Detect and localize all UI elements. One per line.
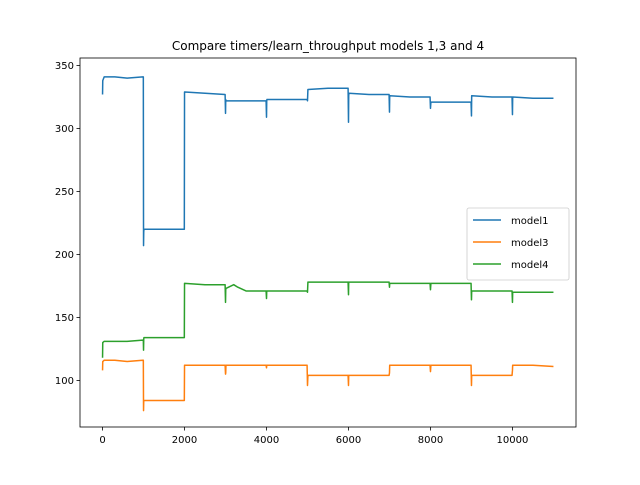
x-tick-label: 0: [99, 435, 105, 446]
y-tick-label: 300: [55, 124, 74, 135]
x-tick-label: 8000: [418, 435, 443, 446]
x-tick-label: 10000: [497, 435, 529, 446]
series-line-model3: [101, 359, 554, 412]
chart-title: Compare timers/learn_throughput models 1…: [172, 39, 484, 53]
axes: 0 2000 4000 6000 8000 10000 100 150 200 250 300 350: [55, 57, 577, 446]
series-line-model4: [101, 281, 554, 358]
x-tick-label: 6000: [336, 435, 361, 446]
legend-box: [466, 207, 570, 281]
x-tick-label: 2000: [172, 435, 197, 446]
x-tick-label: 4000: [254, 435, 279, 446]
y-tick-label: 200: [55, 250, 74, 261]
legend-label-model1: model1: [511, 216, 549, 227]
y-tick-label: 100: [55, 376, 74, 387]
y-tick-label: 150: [55, 313, 74, 324]
plot-area: [101, 76, 554, 412]
axes-frame: [79, 57, 577, 428]
legend-label-model4: model4: [511, 260, 549, 271]
y-tick-label: 250: [55, 187, 74, 198]
legend: model1 model3 model4: [466, 207, 570, 281]
y-tick-label: 350: [55, 61, 74, 72]
legend-label-model3: model3: [511, 238, 549, 249]
series-line-model1: [101, 76, 554, 247]
